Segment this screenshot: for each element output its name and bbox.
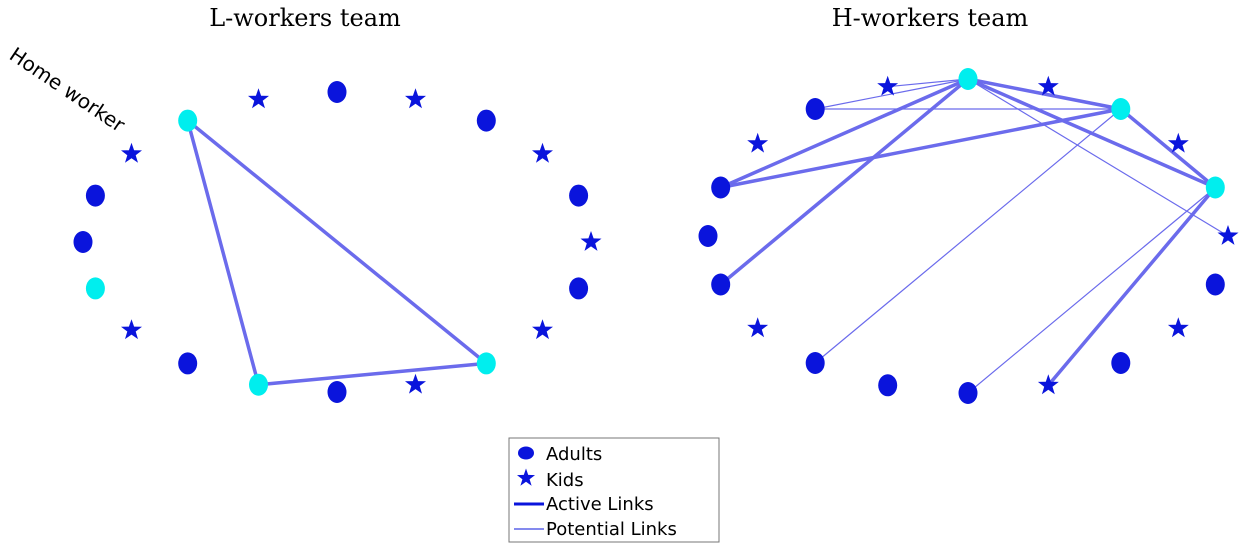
active-link-h19-h5 xyxy=(718,77,970,287)
potential-link-h10-h5 xyxy=(967,78,1229,237)
adult-node-h19 xyxy=(711,273,731,296)
kid-node-l12 xyxy=(532,319,553,340)
adult-node-h15 xyxy=(958,382,978,404)
active-link-l3-l13 xyxy=(185,118,489,366)
kid-node-l8 xyxy=(532,142,553,163)
legend-label-potential: Potential Links xyxy=(546,519,677,540)
h-workers-links xyxy=(718,77,1229,394)
kid-node-l10 xyxy=(580,231,602,251)
active-link-h1-h5 xyxy=(718,77,970,190)
kid-node-h4 xyxy=(877,75,899,96)
l-workers-nodes xyxy=(73,81,602,403)
adult-node-l9 xyxy=(569,184,589,207)
adult-node-h17 xyxy=(805,352,825,374)
potential-link-h17-h7 xyxy=(814,108,1122,364)
kid-node-h8 xyxy=(1167,132,1189,153)
legend-kid-symbol xyxy=(517,468,535,486)
adult-node-h1 xyxy=(711,176,731,199)
adult-node-h0 xyxy=(698,225,718,247)
potential-link-h4-h5 xyxy=(887,78,969,88)
adult-node-l5 xyxy=(327,81,347,103)
kid-node-l18 xyxy=(121,319,142,340)
h-workers-nodes xyxy=(698,68,1239,404)
home-worker-node-l3 xyxy=(178,109,198,132)
active-link-l3-l16 xyxy=(185,118,261,387)
home-worker-node-h5 xyxy=(958,68,978,90)
kid-node-l2 xyxy=(121,142,142,163)
kid-node-h12 xyxy=(1167,317,1189,338)
home-worker-node-l19 xyxy=(85,277,105,300)
l-workers-panel: L-workers team Home worker xyxy=(5,4,602,403)
legend-label-adults: Adults xyxy=(546,444,602,465)
l-workers-links xyxy=(185,118,489,387)
legend: Adults Kids Active Links Potential Links xyxy=(508,437,720,543)
l-workers-title: L-workers team xyxy=(209,4,401,32)
potential-link-h15-h9 xyxy=(967,186,1216,394)
adult-node-l0 xyxy=(73,231,93,253)
adult-node-l11 xyxy=(569,277,589,300)
kid-node-l6 xyxy=(405,88,426,109)
kid-node-h6 xyxy=(1037,75,1059,96)
h-workers-panel: H-workers team xyxy=(698,4,1239,404)
potential-link-h3-h5 xyxy=(814,78,969,110)
home-worker-node-h9 xyxy=(1205,176,1225,199)
adult-node-h3 xyxy=(805,98,825,120)
home-worker-annotation: Home worker xyxy=(5,42,130,137)
kid-node-l4 xyxy=(248,88,269,109)
legend-box xyxy=(508,437,720,543)
active-link-h1-h7 xyxy=(718,107,1123,190)
legend-adult-symbol xyxy=(518,446,534,460)
kid-node-h10 xyxy=(1217,225,1239,245)
active-link-h14-h9 xyxy=(1046,185,1218,388)
adult-node-h13 xyxy=(1111,352,1131,374)
kid-node-l14 xyxy=(405,373,426,394)
adult-node-l7 xyxy=(476,109,496,132)
active-link-h5-h7 xyxy=(966,77,1123,111)
adult-node-l1 xyxy=(85,184,105,207)
adult-node-h11 xyxy=(1205,273,1225,296)
home-worker-node-l16 xyxy=(249,373,268,396)
kid-node-h2 xyxy=(747,132,769,153)
adult-node-l15 xyxy=(327,381,347,403)
adult-node-l17 xyxy=(178,352,198,375)
legend-label-active: Active Links xyxy=(546,494,654,515)
home-worker-node-h7 xyxy=(1111,98,1131,120)
adult-node-h16 xyxy=(878,374,898,397)
legend-label-kids: Kids xyxy=(546,470,584,491)
kid-node-h18 xyxy=(747,317,769,338)
h-workers-title: H-workers team xyxy=(832,4,1029,32)
kid-node-h14 xyxy=(1037,374,1059,395)
active-link-l13-l16 xyxy=(256,361,489,387)
home-worker-node-l13 xyxy=(476,352,496,375)
potential-link-h9-h7 xyxy=(1120,108,1216,189)
